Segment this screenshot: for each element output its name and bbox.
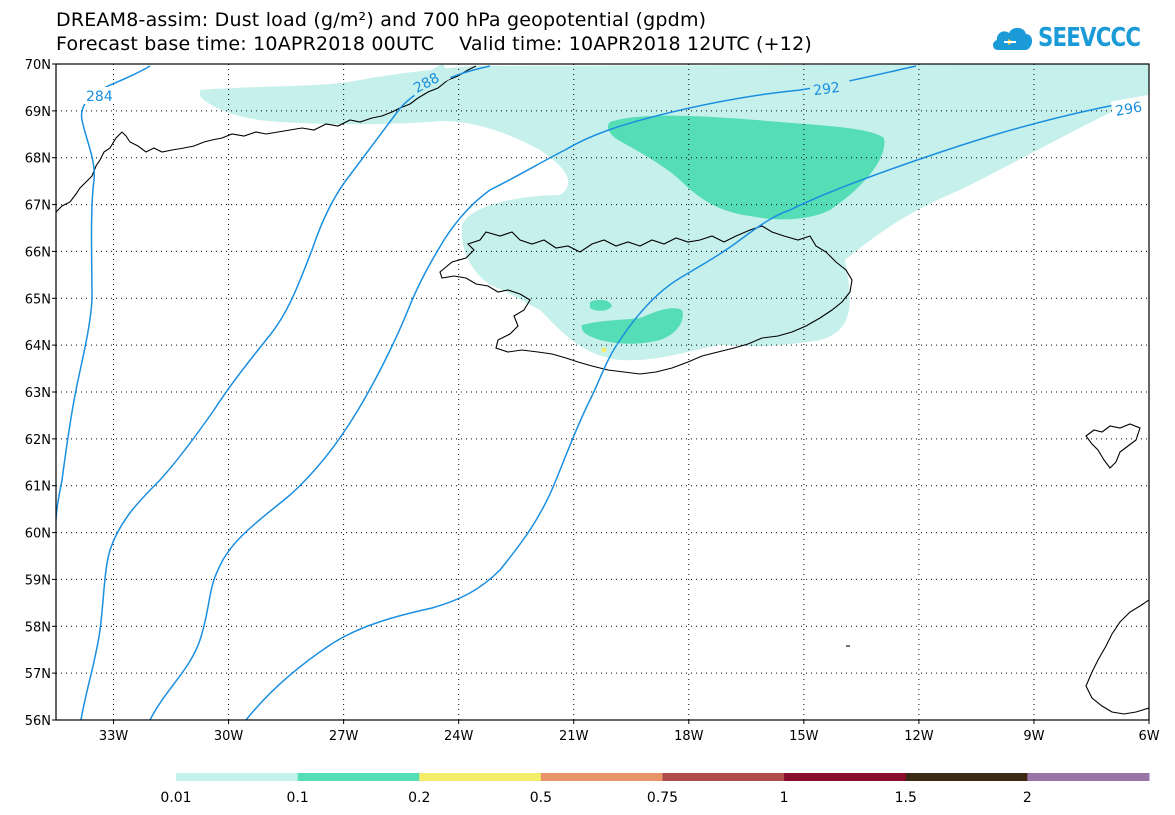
- lat-label: 67N: [25, 199, 51, 214]
- lat-label: 58N: [25, 620, 51, 635]
- dust-area-medium-spot: [590, 299, 612, 311]
- contour-284-south: [80, 114, 396, 720]
- colorbar-label: 0.01: [160, 790, 191, 806]
- colorbar-swatch: [176, 773, 299, 781]
- colorbar: 0.01 0.1 0.2 0.5 0.75 1 1.5 2: [160, 773, 1150, 806]
- lat-label: 60N: [25, 527, 51, 542]
- lat-label: 63N: [25, 386, 51, 401]
- dust-load-field: [200, 64, 1149, 361]
- colorbar-swatch: [1027, 773, 1150, 781]
- lon-label: 9W: [1023, 729, 1044, 744]
- lon-label: 24W: [444, 729, 474, 744]
- forecast-time-line: Forecast base time: 10APR2018 00UTC Vali…: [56, 33, 812, 55]
- chart-title: DREAM8-assim: Dust load (g/m²) and 700 h…: [56, 9, 707, 31]
- lon-label: 33W: [99, 729, 129, 744]
- lat-label: 62N: [25, 433, 51, 448]
- lat-label: 56N: [25, 714, 51, 729]
- logo-text: SEEVCCC: [1038, 23, 1141, 53]
- contour-label-284: 284: [86, 89, 113, 105]
- lon-label: 15W: [789, 729, 819, 744]
- colorbar-swatch: [905, 773, 1028, 781]
- colorbar-label: 0.75: [647, 790, 678, 806]
- lat-label: 66N: [25, 245, 51, 260]
- gridlines: [56, 64, 1149, 720]
- lon-label: 21W: [559, 729, 589, 744]
- axes: 70N 69N 68N 67N 66N 65N 64N 63N 62N 61N 60N 59N 58N 5…: [25, 58, 1160, 744]
- lon-label: 18W: [674, 729, 704, 744]
- lat-label: 65N: [25, 292, 51, 307]
- contour-label-296: 296: [1114, 99, 1143, 119]
- cloud-logo-icon: [992, 27, 1033, 50]
- colorbar-label: 1.5: [895, 790, 917, 806]
- lon-label: 30W: [214, 729, 244, 744]
- colorbar-label: 2: [1023, 790, 1032, 806]
- colorbar-label: 0.1: [286, 790, 308, 806]
- coastline-iceland: [439, 225, 853, 375]
- lat-label: 68N: [25, 152, 51, 167]
- seevccc-logo: SEEVCCC: [990, 20, 1163, 56]
- colorbar-swatch: [540, 773, 663, 781]
- contour-labels: 284 288 292 296: [84, 63, 1154, 120]
- lat-label: 61N: [25, 480, 51, 495]
- lat-label: 57N: [25, 667, 51, 682]
- dust-area-yellow: [601, 347, 607, 353]
- coastline-faroe: [1085, 423, 1141, 469]
- dust-area-medium-south: [581, 308, 683, 344]
- lon-label: 27W: [329, 729, 359, 744]
- colorbar-swatch: [297, 773, 420, 781]
- colorbar-label: 0.2: [408, 790, 430, 806]
- colorbar-label: 0.5: [530, 790, 552, 806]
- lon-label: 12W: [904, 729, 934, 744]
- colorbar-label: 1: [780, 790, 789, 806]
- geopotential-contours: [56, 65, 1149, 720]
- colorbar-swatch: [419, 773, 542, 781]
- dust-area-light: [200, 64, 1149, 361]
- lat-label: 70N: [25, 58, 51, 73]
- colorbar-swatch: [784, 773, 907, 781]
- contour-label-292: 292: [812, 80, 841, 100]
- lat-label: 59N: [25, 573, 51, 588]
- dust-area-medium-north: [607, 115, 885, 220]
- colorbar-swatch: [662, 773, 785, 781]
- coastline-scotland: [1085, 599, 1149, 715]
- contour-284: [56, 65, 151, 521]
- lat-label: 69N: [25, 105, 51, 120]
- contour-288: [149, 189, 491, 720]
- lon-label: 6W: [1138, 729, 1159, 744]
- contour-292: [245, 95, 1149, 720]
- lat-label: 64N: [25, 339, 51, 354]
